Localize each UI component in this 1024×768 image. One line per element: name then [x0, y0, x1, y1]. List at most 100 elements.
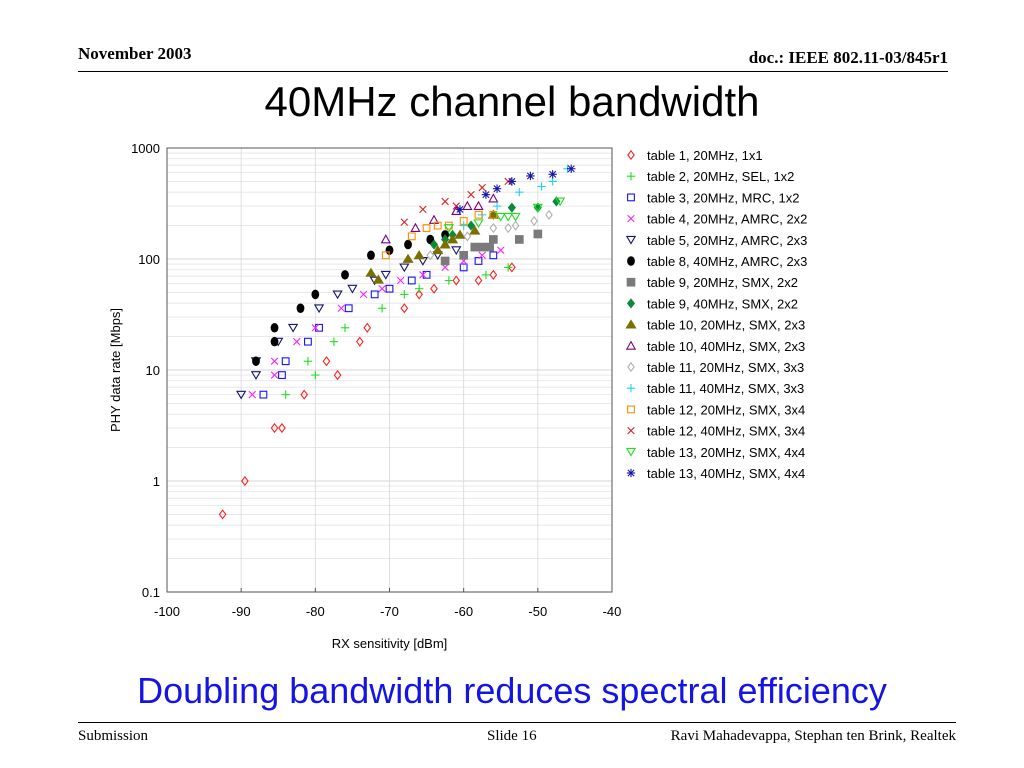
- data-point-series-9: [432, 244, 444, 255]
- legend-marker-5: [625, 235, 637, 245]
- x-tick-label: -70: [380, 604, 399, 619]
- data-point-series-13: [474, 210, 483, 219]
- data-point-series-9: [469, 225, 481, 235]
- data-point-series-2: [303, 357, 313, 366]
- legend-label-13: table 12, 20MHz, SMX, 3x4: [647, 402, 805, 417]
- data-point-series-2: [414, 284, 424, 293]
- data-point-series-16: [507, 177, 517, 186]
- data-point-series-9: [454, 229, 466, 239]
- x-tick-label: -60: [454, 604, 473, 619]
- data-point-series-3: [281, 357, 290, 366]
- data-point-series-8: [507, 202, 516, 213]
- data-point-series-1: [452, 275, 461, 286]
- y-tick-label: 100: [138, 252, 160, 267]
- legend-label-10: table 10, 40MHz, SMX, 2x3: [647, 339, 805, 354]
- data-point-series-16: [455, 205, 465, 214]
- x-axis-label: RX sensitivity [dBm]: [332, 636, 448, 651]
- legend-label-1: table 1, 20MHz, 1x1: [647, 148, 763, 163]
- data-point-series-13: [459, 217, 468, 225]
- data-point-series-5: [287, 323, 299, 333]
- data-point-series-3: [344, 304, 353, 313]
- data-point-series-11: [530, 215, 538, 227]
- data-point-series-3: [459, 263, 468, 272]
- legend-marker-15: [625, 447, 637, 457]
- data-point-series-9: [413, 250, 425, 260]
- data-point-series-1: [508, 262, 516, 273]
- data-point-series-10: [410, 222, 421, 232]
- data-point-series-3: [370, 290, 379, 299]
- data-point-series-4: [270, 371, 279, 379]
- data-point-series-4: [270, 357, 279, 365]
- data-point-series-2: [400, 290, 409, 299]
- data-point-series-2: [329, 337, 339, 346]
- x-tick-label: -40: [603, 604, 622, 619]
- data-point-series-9: [372, 274, 384, 284]
- data-point-series-12: [548, 177, 557, 186]
- data-point-series-14: [467, 190, 475, 199]
- data-point-series-15: [473, 219, 484, 229]
- legend-label-14: table 12, 40MHz, SMX, 3x4: [647, 424, 805, 439]
- legend-marker-8: [626, 298, 636, 309]
- data-point-series-1: [218, 509, 227, 520]
- data-point-series-3: [304, 337, 312, 346]
- data-point-series-9: [439, 239, 451, 249]
- x-tick-label: -50: [528, 604, 547, 619]
- data-point-series-11: [504, 222, 513, 234]
- data-point-series-4: [293, 337, 301, 346]
- data-point-series-2: [444, 276, 454, 285]
- data-point-series-7: [514, 235, 524, 244]
- data-point-series-15: [554, 197, 566, 207]
- data-point-series-3: [315, 323, 323, 332]
- data-point-series-7: [533, 229, 543, 239]
- legend-marker-6: [627, 256, 635, 266]
- data-point-series-14: [400, 218, 409, 226]
- data-point-series-8: [552, 196, 561, 207]
- data-point-series-6: [311, 289, 320, 300]
- data-point-series-7: [485, 242, 494, 252]
- data-point-series-2: [377, 304, 387, 313]
- data-point-series-5: [451, 246, 462, 256]
- data-point-series-11: [511, 220, 520, 231]
- data-point-series-11: [463, 231, 472, 242]
- data-point-series-8: [467, 220, 476, 231]
- data-point-series-6: [296, 303, 305, 314]
- data-point-series-5: [380, 270, 391, 280]
- legend-label-12: table 11, 40MHz, SMX, 3x3: [647, 381, 804, 396]
- data-point-series-15: [510, 212, 521, 222]
- data-point-series-2: [340, 323, 350, 332]
- data-point-series-15: [443, 224, 454, 233]
- y-axis-label: PHY data rate [Mbps]: [108, 308, 123, 432]
- data-point-series-16: [481, 190, 491, 199]
- data-point-series-12: [492, 201, 502, 211]
- x-tick-label: -100: [154, 604, 180, 619]
- x-tick-label: -90: [232, 604, 251, 619]
- data-point-series-3: [278, 371, 286, 379]
- data-point-series-5: [250, 371, 262, 380]
- legend-marker-9: [625, 319, 637, 329]
- data-point-series-14: [419, 205, 427, 214]
- data-point-series-4: [396, 276, 405, 285]
- footer-rule: [78, 722, 956, 723]
- slide-subtitle: Doubling bandwidth reduces spectral effi…: [137, 670, 887, 711]
- legend-marker-4: [627, 214, 635, 223]
- data-point-series-16: [526, 171, 535, 181]
- data-point-series-7: [470, 242, 480, 252]
- legend-label-2: table 2, 20MHz, SEL, 1x2: [647, 169, 794, 184]
- data-point-series-5: [236, 390, 247, 400]
- data-point-series-3: [422, 270, 431, 279]
- data-point-series-6: [252, 356, 260, 366]
- data-point-series-7: [459, 250, 468, 260]
- data-point-series-4: [419, 271, 427, 279]
- data-point-series-16: [492, 184, 502, 193]
- data-point-series-10: [380, 234, 391, 244]
- data-point-series-1: [400, 303, 409, 314]
- data-point-series-1: [363, 322, 372, 333]
- data-point-series-13: [422, 224, 431, 232]
- legend-label-5: table 5, 20MHz, AMRC, 2x3: [647, 233, 807, 248]
- data-point-series-13: [489, 210, 498, 219]
- legend-label-7: table 9, 20MHz, SMX, 2x2: [647, 275, 798, 290]
- data-point-series-4: [359, 290, 368, 299]
- data-point-series-5: [347, 284, 358, 294]
- data-point-series-4: [337, 304, 346, 312]
- data-point-series-1: [489, 269, 498, 280]
